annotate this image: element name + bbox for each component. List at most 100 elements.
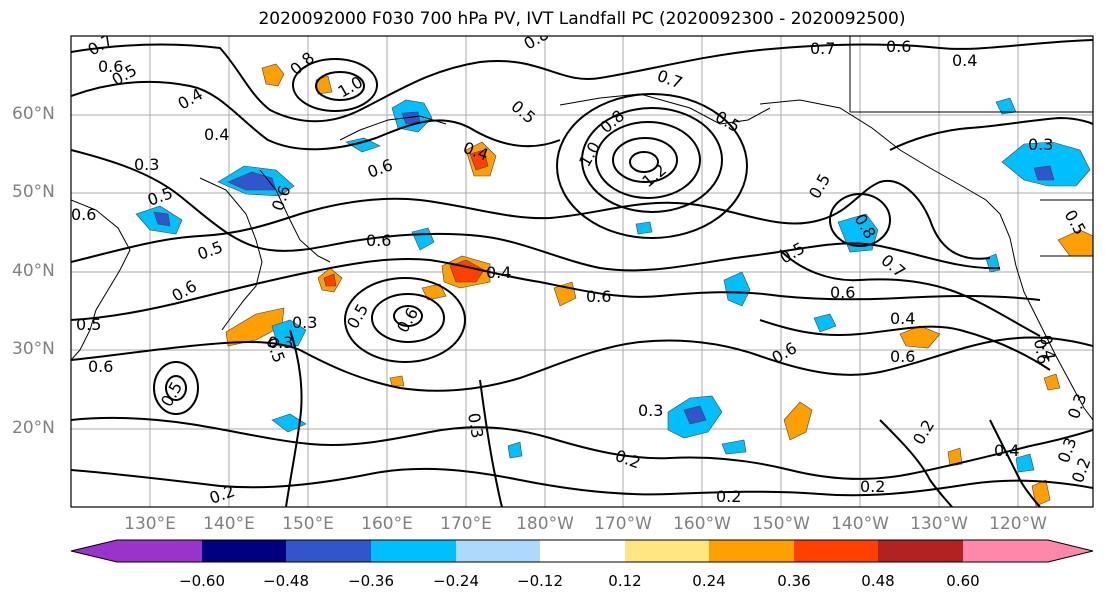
contour-label: 0.8 [286,48,318,79]
colorbar-segment [202,540,286,562]
shade-blob [947,447,963,467]
coastlines [71,36,1093,421]
colorbar-segment [117,540,202,562]
contour-label: 0.6 [586,287,611,306]
lon-label: 170°E [440,514,492,534]
colorbar-tick: 0.60 [946,572,980,590]
colorbar-tick: −0.60 [179,572,225,590]
colorbar-segment [878,540,963,562]
contour-label: 0.4 [1036,333,1059,361]
colorbar-segment [540,540,625,562]
lon-label: 150°E [282,514,334,534]
contour-labels: 0.7 0.6 0.5 0.4 0.3 0.8 1.0 0.6 0.5 0.4 … [71,24,1093,507]
lat-label: 40°N [12,261,55,281]
contour-label: 0.3 [1028,135,1053,154]
contour-label: 0.6 [769,338,801,367]
colorbar-tick: −0.48 [263,572,309,590]
colorbar-segment [709,540,794,562]
contour-label: 0.2 [909,416,938,448]
lon-label: 140°E [203,514,255,534]
colorbar-tick: −0.36 [348,572,394,590]
lon-label: 120°W [989,514,1047,534]
contour-label: 0.7 [877,251,909,282]
colorbar-segment [794,540,878,562]
shade-blob [227,171,277,191]
colorbar-extend-min [71,540,117,562]
shade-blob [153,211,171,227]
shade-blob [783,401,813,441]
shade-blob [723,271,751,307]
shade-blob [411,227,435,251]
contour-label: 0.7 [85,30,117,59]
colorbar-segment [371,540,456,562]
colorbar-segment [286,540,371,562]
contour-label: 0.6 [890,347,915,366]
lat-label: 20°N [12,418,55,438]
shade-blob [1001,141,1091,187]
contour-label: 0.5 [507,97,539,128]
shade-blob [635,221,653,235]
contour-label: 0.6 [169,276,201,305]
contour-label: 0.7 [810,39,835,58]
contour-label: 0.4 [204,125,229,144]
gridlines [71,36,1093,507]
contour-label: 0.3 [1064,391,1091,421]
contour-label: 0.6 [830,283,855,302]
shade-blob [683,405,707,425]
shade-blob [1015,453,1035,473]
colorbar [70,539,1094,563]
shade-blob [1057,229,1093,257]
contour-label: 0.7 [655,66,685,93]
contour-label: 0.3 [464,411,487,439]
contour-label: 0.5 [76,315,101,334]
contour-label: 0.8 [521,24,553,53]
colorbar-segment [963,540,1048,562]
colorbar-segment [456,540,540,562]
lon-label: 150°W [752,514,810,534]
colorbar-tick: 0.36 [777,572,811,590]
shade-blob [721,439,747,455]
shade-blob [421,283,447,301]
contour-label: 0.5 [343,300,372,332]
shade-blob [261,63,285,87]
lon-label: 180°W [516,514,574,534]
colorbar-tick: 0.12 [608,572,642,590]
contour-label: 0.5 [805,170,834,202]
shade-blob [813,313,837,333]
contour-label: 0.6 [71,205,96,224]
pv-contours [71,39,1093,507]
lon-label: 130°W [910,514,968,534]
colorbar-segment [625,540,709,562]
contour-label: 0.5 [145,183,175,210]
contour-label: 0.2 [860,477,885,496]
shade-blob [389,375,405,387]
map-title: 2020092000 F030 700 hPa PV, IVT Landfall… [258,9,906,29]
contour-label: 0.4 [952,51,977,70]
contour-label: 0.3 [134,155,159,174]
lat-label: 60°N [12,104,55,124]
lon-label: 160°W [673,514,731,534]
shade-blob [469,149,489,171]
shade-blob [271,319,307,347]
contour-label: 0.6 [886,37,911,56]
shade-blob [985,253,1001,273]
contour-label: 0.5 [157,378,186,410]
shade-blob [507,441,523,459]
lon-label: 170°W [594,514,652,534]
shading-blobs [135,63,1093,507]
contour-label: 0.5 [195,237,225,264]
contour-label: 1.0 [335,72,367,101]
lat-label: 50°N [12,182,55,202]
lon-label: 140°W [831,514,889,534]
colorbar-outline [70,539,1094,563]
contour-label: 0.6 [98,57,123,76]
contour-label: 0.6 [88,357,113,376]
map-frame [70,35,1094,508]
contour-label: 0.4 [890,309,915,328]
lat-label: 30°N [12,339,55,359]
contour-label: 0.6 [366,231,391,250]
colorbar-tick: 0.24 [692,572,726,590]
lon-label: 160°E [361,514,413,534]
lon-label: 130°E [124,514,176,534]
